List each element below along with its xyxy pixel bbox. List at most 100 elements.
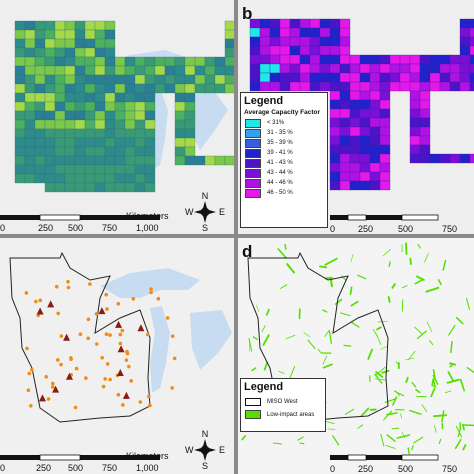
- low-impact-patch: [407, 447, 410, 455]
- low-impact-patch: [343, 344, 352, 347]
- county-cell-b: [459, 36, 471, 47]
- county-cell-a: [144, 65, 156, 76]
- county-cell-b: [469, 36, 474, 47]
- county-cell-a: [34, 83, 46, 94]
- county-cell-a: [174, 110, 186, 121]
- county-cell-a: [144, 128, 156, 139]
- low-impact-patch: [299, 442, 305, 445]
- county-cell-b: [369, 153, 381, 164]
- county-cell-b: [459, 54, 471, 65]
- county-cell-b: [459, 153, 471, 164]
- low-impact-patch: [462, 444, 467, 451]
- county-cell-a: [174, 146, 186, 157]
- site-dot: [74, 366, 79, 371]
- low-impact-patch: [277, 248, 288, 259]
- county-cell-a: [44, 101, 56, 112]
- county-cell-a: [84, 38, 96, 49]
- county-cell-a: [174, 74, 186, 85]
- site-dot: [108, 377, 112, 382]
- county-cell-a: [144, 56, 156, 67]
- site-dot: [94, 312, 99, 316]
- county-cell-b: [349, 135, 361, 146]
- site-dot: [121, 403, 125, 407]
- county-cell-a: [34, 47, 46, 58]
- site-dot: [56, 311, 60, 316]
- county-cell-b: [299, 18, 311, 29]
- low-impact-patch: [263, 361, 269, 371]
- panel-a-map: N S E W 0 250 500 750 1,000 Kilometers: [0, 0, 234, 234]
- county-cell-a: [194, 74, 206, 85]
- county-cell-a: [144, 164, 156, 175]
- county-cell-a: [14, 65, 26, 76]
- low-impact-patch: [401, 285, 408, 289]
- low-impact-patch: [455, 425, 463, 438]
- scale-b-tick-0: 0: [330, 224, 335, 234]
- county-cell-b: [279, 54, 291, 65]
- scale-b-tick-3: 750: [442, 224, 457, 234]
- county-cell-a: [84, 146, 96, 157]
- legend-d-item: Low-impact areas: [245, 408, 325, 421]
- site-dot: [56, 358, 60, 362]
- county-cell-a: [24, 20, 36, 31]
- county-cell-b: [249, 45, 261, 56]
- north-arrow-icon: N S E W: [185, 191, 225, 233]
- county-cell-a: [84, 182, 96, 193]
- low-impact-patch: [327, 428, 336, 430]
- county-cell-b: [359, 117, 371, 128]
- low-impact-patch: [448, 324, 456, 336]
- county-cell-a: [114, 74, 126, 85]
- county-cell-b: [389, 63, 401, 74]
- county-cell-a: [44, 83, 56, 94]
- county-cell-a: [34, 38, 46, 49]
- site-dot: [125, 349, 129, 354]
- county-cell-b: [259, 18, 271, 29]
- county-cell-a: [224, 155, 234, 166]
- county-cell-b: [459, 63, 471, 74]
- site-dot: [118, 341, 123, 346]
- county-cell-a: [54, 182, 66, 193]
- county-cell-b: [429, 63, 441, 74]
- county-cell-b: [379, 162, 391, 173]
- county-cell-a: [224, 74, 234, 85]
- county-cell-b: [339, 180, 351, 191]
- panel-b-county-cells: [249, 18, 474, 191]
- county-cell-a: [14, 83, 26, 94]
- county-cell-a: [184, 92, 196, 103]
- county-cell-a: [14, 173, 26, 184]
- low-impact-patch: [438, 438, 442, 444]
- site-triangle: [65, 372, 73, 380]
- low-impact-patch: [350, 300, 359, 307]
- county-cell-a: [104, 47, 116, 58]
- low-impact-patch: [449, 362, 456, 366]
- county-cell-b: [329, 99, 341, 110]
- county-cell-a: [104, 92, 116, 103]
- site-triangle: [137, 324, 145, 332]
- county-cell-a: [94, 83, 106, 94]
- county-cell-a: [44, 47, 56, 58]
- low-impact-patch: [328, 330, 332, 345]
- county-cell-a: [84, 83, 96, 94]
- county-cell-b: [279, 72, 291, 83]
- site-dot: [138, 400, 143, 404]
- low-impact-patch: [286, 263, 295, 274]
- county-cell-a: [94, 137, 106, 148]
- county-cell-b: [259, 63, 271, 74]
- low-impact-patch: [332, 435, 340, 446]
- county-cell-a: [94, 101, 106, 112]
- county-cell-b: [349, 72, 361, 83]
- county-cell-a: [94, 146, 106, 157]
- county-cell-b: [359, 81, 371, 92]
- panel-a-svg: N S E W 0 250 500 750 1,000 Kilometers: [0, 0, 234, 234]
- low-impact-patch: [408, 350, 416, 360]
- county-cell-b: [339, 45, 351, 56]
- county-cell-a: [14, 128, 26, 139]
- site-dot: [116, 392, 121, 397]
- county-cell-a: [14, 38, 26, 49]
- county-cell-b: [329, 54, 341, 65]
- county-cell-b: [249, 72, 261, 83]
- county-cell-b: [329, 162, 341, 173]
- county-cell-a: [64, 83, 76, 94]
- county-cell-b: [249, 54, 261, 65]
- county-cell-a: [114, 101, 126, 112]
- county-cell-a: [184, 128, 196, 139]
